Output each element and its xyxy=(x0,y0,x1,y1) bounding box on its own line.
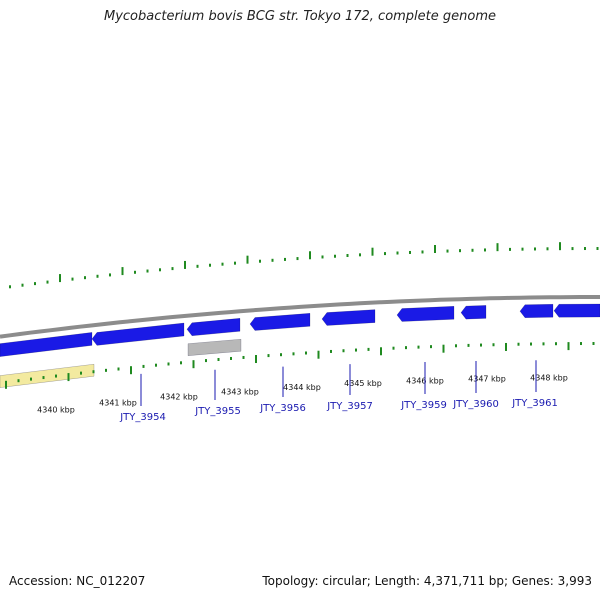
accession-text: Accession: NC_012207 xyxy=(9,574,146,588)
gene-label[interactable]: JTY_3961 xyxy=(511,398,558,409)
rna-block xyxy=(187,338,242,356)
gene-block xyxy=(91,322,185,346)
pseudogene-block xyxy=(0,363,95,388)
gene-label[interactable]: JTY_3960 xyxy=(452,399,499,410)
genome-summary-text: Topology: circular; Length: 4,371,711 bp… xyxy=(262,574,592,588)
scale-tick-label: 4347 kbp xyxy=(468,374,506,383)
backbone-line xyxy=(0,295,600,339)
scale-tick-label: 4341 kbp xyxy=(99,399,137,408)
scale-tick-label: 4343 kbp xyxy=(221,387,259,396)
genome-backbone xyxy=(0,295,600,339)
scale-tick-label: 4342 kbp xyxy=(160,392,198,401)
gene-block xyxy=(186,318,241,337)
gene-block xyxy=(460,305,487,320)
gene-block xyxy=(519,303,554,318)
feature-track xyxy=(0,303,600,388)
gene-label[interactable]: JTY_3959 xyxy=(400,400,447,411)
scale-tick-label: 4340 kbp xyxy=(37,406,75,415)
gene-label[interactable]: JTY_3955 xyxy=(194,406,241,417)
gene-label[interactable]: JTY_3954 xyxy=(119,412,166,423)
map-title: Mycobacterium bovis BCG str. Tokyo 172, … xyxy=(104,9,496,24)
gc-skew-inner-track xyxy=(5,342,595,389)
gene-block xyxy=(396,306,455,322)
gene-block xyxy=(321,309,376,326)
gene-labels: JTY_3954 JTY_3955 JTY_3956 JTY_3957 JTY_3959… xyxy=(119,360,558,423)
gene-block xyxy=(553,303,600,318)
gene-block xyxy=(249,313,311,331)
scale-tick-label: 4348 kbp xyxy=(530,373,568,382)
scale-tick-label: 4344 kbp xyxy=(283,383,321,392)
scale-tick-label: 4345 kbp xyxy=(344,379,382,388)
gene-block xyxy=(0,332,93,357)
gc-skew-outer-track xyxy=(9,242,599,289)
gene-label[interactable]: JTY_3957 xyxy=(326,401,373,412)
gene-label[interactable]: JTY_3956 xyxy=(259,403,306,414)
